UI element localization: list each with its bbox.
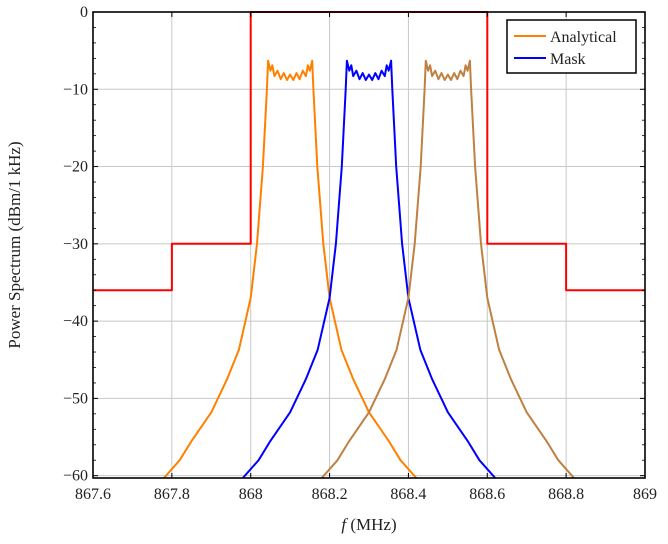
y-tick-label: −50 <box>63 390 88 407</box>
series-group <box>93 11 645 479</box>
series-line-analytical <box>163 59 418 479</box>
axis-ticks <box>92 11 646 478</box>
x-tick-label: 868.8 <box>548 486 584 503</box>
legend-label-mask: Mask <box>550 51 586 68</box>
y-tick-label: −40 <box>63 313 88 330</box>
legend-label-analytical: Analytical <box>550 29 617 46</box>
series-line-series-2 <box>320 59 575 479</box>
plot-frame <box>92 11 646 479</box>
x-tick-label: 869 <box>633 486 657 503</box>
y-axis-label: Power Spectrum (dBm/1 kHz) <box>5 141 24 348</box>
x-tick-label: 867.8 <box>154 486 190 503</box>
x-tick-labels: 867.6 867.8 868 868.2 868.4 868.6 868.8 869 <box>75 486 657 503</box>
x-tick-label: 868.2 <box>312 486 348 503</box>
y-tick-label: −20 <box>63 159 88 176</box>
y-tick-label: 0 <box>80 4 88 21</box>
x-tick-label: 868.6 <box>469 486 505 503</box>
series-line-mask <box>242 59 496 479</box>
y-tick-label: −60 <box>63 468 88 485</box>
x-tick-label: 868.4 <box>390 486 426 503</box>
y-tick-label: −10 <box>63 81 88 98</box>
legend: Analytical Mask <box>506 19 637 74</box>
y-tick-labels: 0 −10 −20 −30 −40 −50 −60 <box>63 4 88 485</box>
legend-box <box>506 19 637 74</box>
x-axis-label: f (MHz) <box>341 515 396 534</box>
x-tick-label: 868 <box>239 486 263 503</box>
x-tick-label: 867.6 <box>75 486 111 503</box>
y-tick-label: −30 <box>63 236 88 253</box>
grid-lines <box>92 11 646 478</box>
